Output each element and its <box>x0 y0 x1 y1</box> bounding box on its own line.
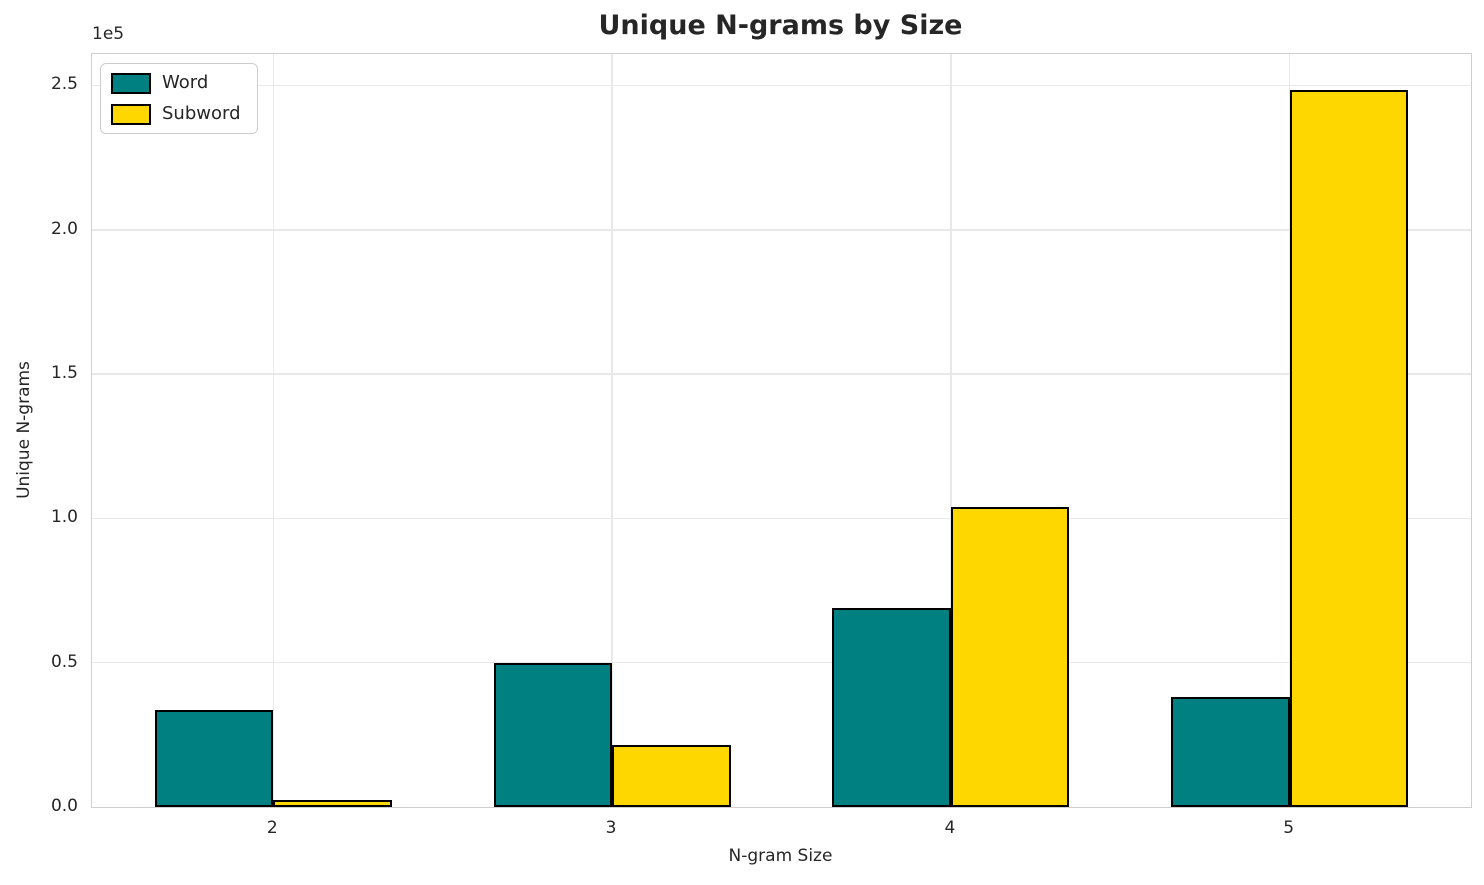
bar-word-3 <box>493 662 613 807</box>
y-tick-label: 1.0 <box>50 507 78 528</box>
gridline-horizontal <box>92 517 1471 520</box>
legend-item-word: Word <box>111 72 241 94</box>
gridline-vertical <box>272 54 275 807</box>
legend-swatch-word <box>111 72 151 94</box>
bar-subword-5 <box>1289 89 1409 807</box>
gridline-horizontal <box>92 661 1471 664</box>
y-tick-label: 2.0 <box>50 218 78 239</box>
x-tick-label: 3 <box>605 818 617 838</box>
gridline-vertical <box>611 54 613 807</box>
legend: Word Subword <box>100 63 258 134</box>
legend-label: Subword <box>162 103 241 124</box>
gridline-vertical <box>950 54 952 807</box>
y-axis-label: Unique N-grams <box>14 361 34 499</box>
x-axis-label: N-gram Size <box>728 846 833 866</box>
bar-subword-3 <box>612 744 731 807</box>
gridline-horizontal <box>92 373 1471 375</box>
y-tick-label: 0.0 <box>50 796 78 816</box>
bar-word-4 <box>832 607 951 807</box>
y-tick-label: 2.5 <box>50 74 78 95</box>
gridline-horizontal <box>92 229 1471 231</box>
bar-subword-2 <box>273 799 392 807</box>
chart-title: Unique N-grams by Size <box>598 10 963 41</box>
x-tick-label: 5 <box>1283 818 1295 838</box>
x-tick-label: 4 <box>944 818 956 838</box>
bar-word-2 <box>154 710 274 807</box>
legend-item-subword: Subword <box>111 103 241 125</box>
y-tick-label: 0.5 <box>50 651 78 672</box>
bar-subword-4 <box>950 506 1070 807</box>
y-tick-label: 1.5 <box>50 363 78 384</box>
x-tick-label: 2 <box>266 818 278 838</box>
gridline-horizontal <box>92 84 1471 87</box>
legend-swatch-subword <box>111 103 151 125</box>
bar-word-5 <box>1171 697 1290 807</box>
legend-label: Word <box>162 72 209 93</box>
plot-area <box>91 53 1472 808</box>
y-axis-offset-text: 1e5 <box>92 24 125 44</box>
